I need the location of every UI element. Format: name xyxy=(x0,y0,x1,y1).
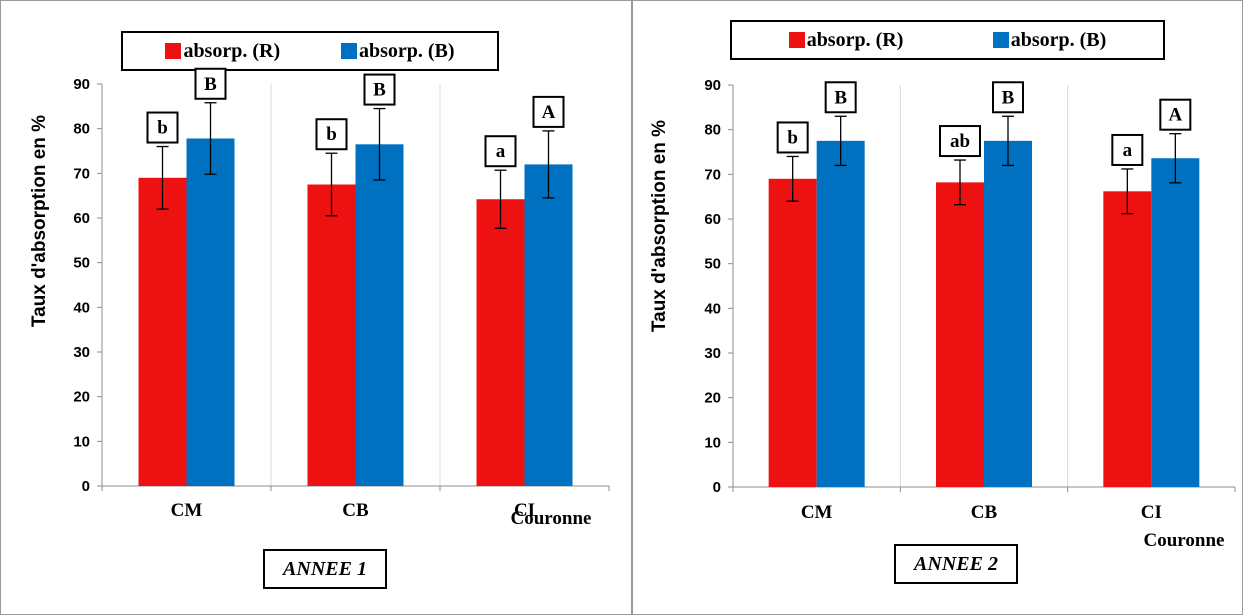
y-tick-label: 40 xyxy=(73,299,90,316)
chart-legend: absorp. (R) absorp. (B) xyxy=(121,31,499,71)
significance-letter: b xyxy=(787,127,798,148)
x-category-label: CI xyxy=(514,500,535,521)
legend-item-r: absorp. (R) xyxy=(165,40,280,63)
y-tick-label: 80 xyxy=(704,122,721,139)
y-tick-label: 10 xyxy=(73,433,90,450)
bar-b xyxy=(1151,158,1200,487)
y-tick-label: 40 xyxy=(704,300,721,317)
y-tick-label: 60 xyxy=(704,211,721,228)
significance-box xyxy=(315,118,348,151)
y-tick-label: 90 xyxy=(704,77,721,94)
chart-plot: 0 10 20 30 40 50 60 70 80 90 Taux d'absorption en … xyxy=(649,77,1236,551)
y-axis-title: Taux d'absorption en % xyxy=(649,120,670,332)
y-tick-label: 0 xyxy=(82,478,90,495)
bar-b xyxy=(524,164,573,486)
chart-panel-annee-2: absorp. (R) absorp. (B) 0 10 20 30 40 50 60 70 8… xyxy=(632,0,1243,615)
y-tick-label: 60 xyxy=(73,210,90,227)
significance-letter: A xyxy=(1168,105,1182,126)
x-category-label: CM xyxy=(171,500,203,521)
year-annotation: ANNEE 2 xyxy=(894,544,1018,584)
bar-r xyxy=(307,184,356,486)
significance-letter: B xyxy=(204,74,217,95)
significance-letter: b xyxy=(326,124,337,145)
significance-box xyxy=(1159,98,1192,131)
x-category-label: CB xyxy=(971,502,998,523)
legend-label-b: absorp. (B) xyxy=(1010,28,1107,51)
bar-r xyxy=(138,177,187,487)
significance-box xyxy=(939,125,981,158)
bar-b xyxy=(984,140,1032,488)
legend-swatch-r xyxy=(165,43,182,59)
y-axis-title: Taux d'absorption en % xyxy=(29,115,50,327)
significance-letter: b xyxy=(157,118,168,139)
x-category-label: CB xyxy=(342,500,369,521)
y-tick-label: 0 xyxy=(713,479,721,496)
legend-item-b: absorp. (B) xyxy=(340,39,455,63)
significance-box xyxy=(194,67,227,100)
significance-box xyxy=(363,73,396,106)
significance-box xyxy=(776,121,809,154)
legend-item-r: absorp. (R) xyxy=(788,28,904,52)
y-tick-label: 20 xyxy=(73,389,90,406)
legend-swatch-b xyxy=(992,32,1009,48)
chart-plot: 0 10 20 30 40 50 60 70 80 90 Taux d'absorption en … xyxy=(29,67,610,529)
x-axis-title: Couronne xyxy=(1144,530,1225,551)
chart-legend: absorp. (R) absorp. (B) xyxy=(730,20,1165,60)
legend-swatch-r xyxy=(788,32,805,48)
significance-letter: B xyxy=(373,80,386,101)
significance-box xyxy=(146,111,179,144)
legend-swatch-b xyxy=(340,43,357,59)
legend-label-b: absorp. (B) xyxy=(358,39,455,62)
y-tick-label: 70 xyxy=(704,166,721,183)
y-tick-label: 80 xyxy=(73,121,90,138)
significance-letter: B xyxy=(1002,87,1015,108)
y-tick-label: 30 xyxy=(704,345,721,362)
y-tick-label: 50 xyxy=(704,256,721,273)
legend-label-r: absorp. (R) xyxy=(806,28,904,51)
chart-panel-annee-1: absorp. (R) absorp. (B) 0 10 20 30 40 50 60 70 8… xyxy=(0,0,632,615)
y-tick-label: 30 xyxy=(73,344,90,361)
bar-b xyxy=(355,144,404,487)
bar-r xyxy=(936,182,984,487)
y-tick-label: 70 xyxy=(73,165,90,182)
significance-box xyxy=(992,81,1024,114)
bar-b xyxy=(816,140,865,488)
significance-box xyxy=(532,95,565,128)
significance-letter: A xyxy=(542,102,556,123)
year-annotation: ANNEE 1 xyxy=(263,549,387,589)
bar-r xyxy=(476,199,525,487)
significance-letter: B xyxy=(834,87,847,108)
bar-r xyxy=(768,178,817,488)
significance-letter: a xyxy=(496,141,506,162)
y-tick-label: 50 xyxy=(73,255,90,272)
legend-item-b: absorp. (B) xyxy=(992,28,1107,52)
legend-label-r: absorp. (R) xyxy=(183,39,281,62)
y-tick-label: 10 xyxy=(704,434,721,451)
x-category-label: CI xyxy=(1141,502,1162,523)
bar-b xyxy=(186,138,235,486)
bar-r xyxy=(1103,191,1152,487)
significance-box xyxy=(1111,133,1144,166)
x-axis-title: Couronne xyxy=(511,508,592,529)
significance-box xyxy=(484,135,517,168)
y-tick-label: 90 xyxy=(73,76,90,93)
significance-letter: a xyxy=(1123,140,1133,161)
significance-letter: ab xyxy=(950,131,970,152)
x-category-label: CM xyxy=(801,502,833,523)
significance-box xyxy=(824,81,857,114)
y-tick-label: 20 xyxy=(704,390,721,407)
